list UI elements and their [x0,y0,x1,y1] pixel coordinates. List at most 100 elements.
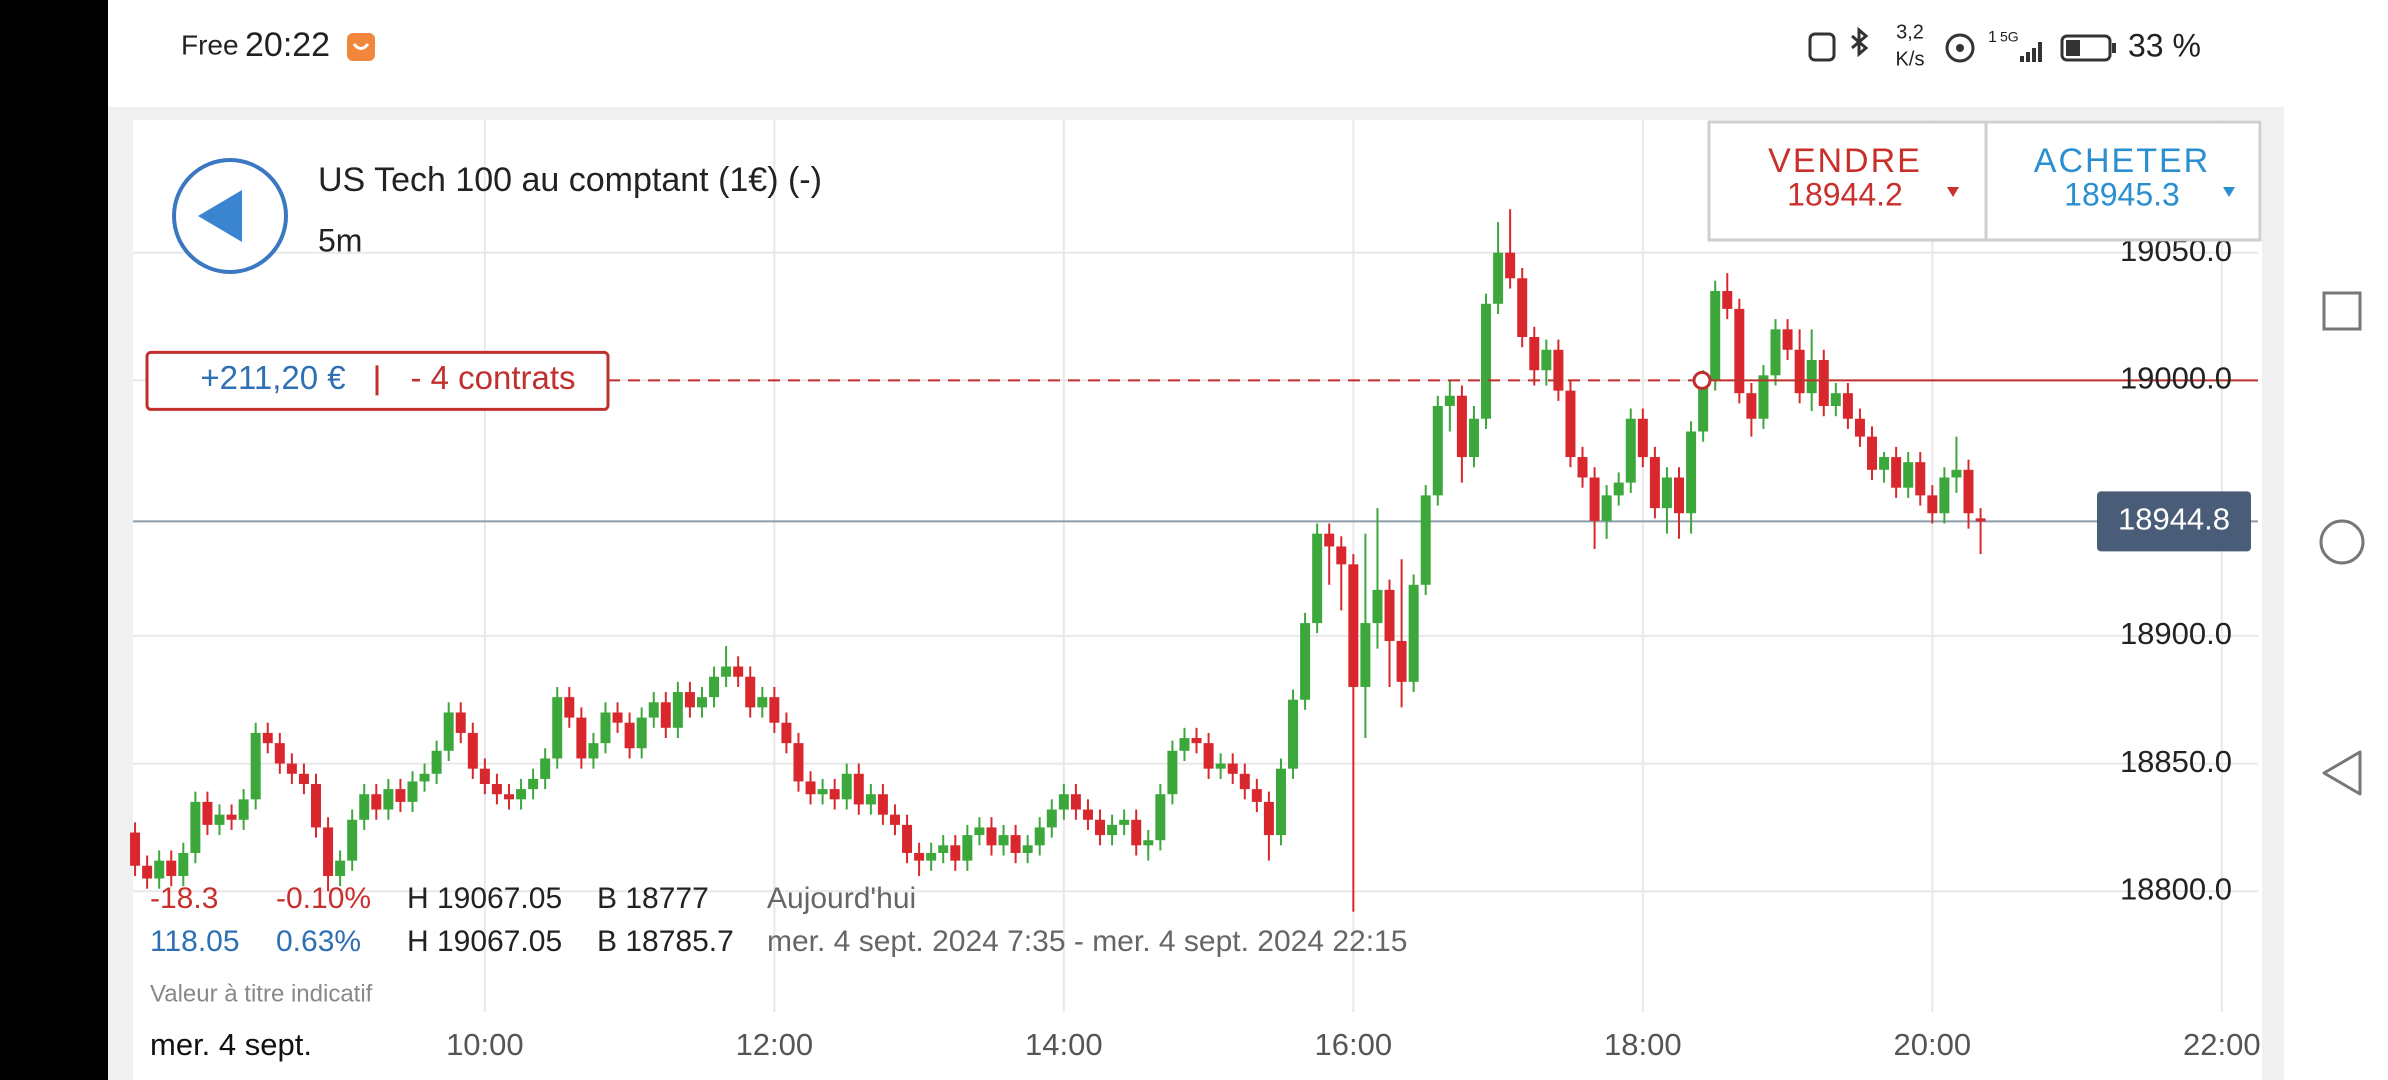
candle-body [1493,252,1504,304]
candle-body [1263,801,1274,836]
candle-body [383,789,394,810]
candle-body [733,666,744,677]
battery-level [2066,40,2080,56]
candle-body [528,778,539,790]
candle-body [1589,477,1600,521]
nav-home[interactable] [2319,519,2365,565]
candle-body [1408,584,1419,682]
battery-icon [2060,34,2112,62]
candle-body [1903,462,1914,488]
overlay: 18800.018850.018900.019000.019050.018944… [133,120,2284,1080]
x-tick-label: 22:00 [2183,1027,2261,1062]
candle-body [142,865,153,879]
candle-body [684,692,695,708]
x-tick-label: 20:00 [1894,1027,1972,1062]
info-value: B 18785.7 [597,925,734,958]
network-type: 5G [2000,29,2019,45]
position-pnl: +211,20 € [200,359,345,396]
right-edge [2262,1022,2284,1080]
candle-body [407,781,418,802]
candle-body [600,712,611,744]
candle-body [202,801,213,825]
candle-body [672,692,683,728]
plot-area [130,120,2258,1012]
candle-body [166,860,177,876]
candle-body [1288,699,1299,769]
candle-body [998,835,1009,846]
candle-body [419,773,430,782]
candle-body [1107,824,1118,836]
candle-body [974,827,985,836]
nav-recents[interactable] [2322,291,2362,331]
candle-body [298,773,309,785]
buy-label: ACHETER [2034,142,2210,180]
candle-body [1481,303,1492,419]
candle-body [238,799,249,820]
info-value: H 19067.05 [407,925,562,958]
candle-body [1818,359,1829,406]
candle-body [443,712,454,751]
candle-body [696,697,707,708]
candle-body [1155,794,1166,841]
candle-body [335,860,346,876]
info-value: -0.10% [276,882,371,915]
candle-body [1070,794,1081,810]
candle-body [1625,418,1636,483]
date-label-bg [140,1022,352,1072]
sell-price: 18944.2 [1787,176,1903,212]
candle-body [793,743,804,782]
candle-body [455,712,466,733]
candle-body [371,794,382,810]
candle-body [576,717,587,759]
candle-body [1854,418,1865,437]
candle-body [1191,738,1202,744]
candle-body [359,794,370,820]
candle-body [1058,794,1069,810]
candle-body [612,712,623,723]
candle-body [1034,827,1045,846]
candle-body [540,758,551,779]
nav-back[interactable] [2322,750,2362,796]
candle-body [1227,763,1238,774]
candle-body [1661,477,1672,509]
candle-body [648,702,659,718]
net-speed: 3,2 [1896,21,1924,43]
candle-body [709,676,720,698]
candle-body [286,763,297,774]
info-value: B 18777 [597,882,709,915]
candle-body [588,743,599,759]
candle-body [805,781,816,795]
nfc-icon [1808,32,1836,62]
chart-card [133,120,2262,1080]
candle-body [1553,349,1564,391]
candle-body [226,814,237,820]
candle-body [1384,589,1395,641]
candle-body [1082,809,1093,820]
candle-body [1336,546,1347,565]
notch-strip [0,0,108,1080]
candle-body [1324,533,1335,547]
candle-body [1360,623,1371,687]
candle-body [865,794,876,805]
last-price-label: 18944.8 [2118,502,2230,537]
x-tick-label: 14:00 [1025,1027,1103,1062]
info-value: mer. 4 sept. 2024 7:35 - mer. 4 sept. 20… [767,925,1407,958]
instrument-name: US Tech 100 au comptant (1€) (-) [318,161,822,199]
candle-body [889,814,900,825]
candle-body [1131,819,1142,846]
candle-body [1770,329,1781,376]
candle-body [781,722,792,744]
candle-body [323,827,334,876]
candle-body [479,768,490,785]
candle-body [1348,564,1359,687]
candle-body [1674,477,1685,514]
candle-body [1203,743,1214,769]
candle-body [841,773,852,800]
buy-dropdown [2223,187,2235,197]
y-tick-label: 18850.0 [2120,744,2232,779]
candle-body [1215,763,1226,769]
candle-body [745,676,756,708]
candle-body [1782,329,1793,350]
